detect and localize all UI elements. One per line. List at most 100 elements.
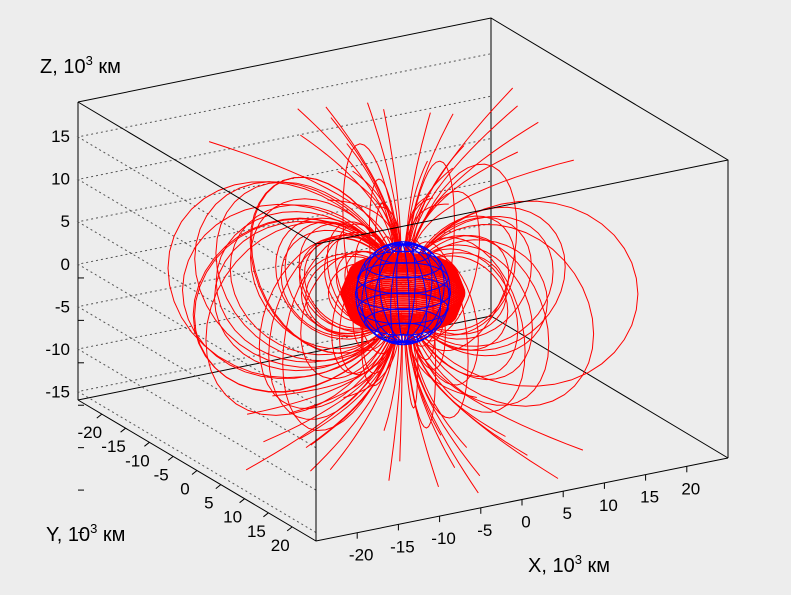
field-line: [412, 327, 584, 451]
field-line: [409, 244, 533, 381]
field-line: [410, 328, 559, 479]
field-line: [411, 151, 519, 261]
field-line: [249, 198, 397, 350]
radiation-belt-ring: [344, 283, 462, 325]
z-tick-label: 15: [51, 127, 70, 146]
y-tick-label: 10: [223, 508, 242, 527]
y-tick-labels: 20 15 10 50 -5-10-15-20: [78, 423, 290, 555]
field-line: [388, 330, 403, 481]
z-gridlines: [76, 53, 491, 533]
x-tick-label: -10: [431, 529, 456, 548]
field-line: [408, 87, 514, 257]
y-tick: [120, 427, 126, 433]
field-line: [383, 109, 402, 257]
sphere-meridian: [364, 242, 442, 344]
y-tick: [239, 498, 245, 504]
field-line: [310, 329, 396, 472]
radiation-belt-ring: [341, 267, 465, 311]
field-line: [329, 329, 397, 471]
x-tick-label: 5: [562, 504, 571, 523]
field-line: [194, 181, 396, 368]
field-line: [407, 167, 454, 263]
field-line: [409, 325, 442, 436]
field-line: [275, 217, 397, 340]
sphere-meridian: [396, 241, 410, 346]
y-tick: [144, 441, 150, 447]
field-line: [409, 223, 595, 407]
z-tick-label: 0: [61, 255, 70, 274]
radiation-belt-ring: [341, 273, 465, 318]
field-line: [192, 217, 396, 393]
field-line: [411, 159, 574, 261]
y-tick-label: 5: [204, 494, 213, 513]
y-tick-label: 15: [247, 522, 266, 541]
y-tick-label: 20: [271, 536, 290, 555]
field-line: [408, 329, 456, 469]
z-tick-label: 10: [51, 170, 70, 189]
x-tick-label: 15: [640, 488, 659, 507]
x-tick-label: 10: [599, 496, 618, 515]
z-tick-label: -10: [45, 340, 70, 359]
z-tick-labels: 15 10 5 0 -5 -10 -15: [45, 127, 70, 401]
field-line: [407, 237, 526, 413]
y-tick: [263, 512, 269, 518]
field-line: [299, 326, 395, 440]
sphere-meridian: [373, 242, 433, 345]
field-line: [399, 330, 403, 462]
field-line: [229, 204, 396, 356]
field-line: [263, 326, 394, 443]
field-line: [181, 203, 395, 379]
z-tick-label: 5: [61, 212, 70, 231]
radiation-belt-ring: [341, 268, 465, 313]
x-tick-labels: -20 -15 -10 -5 0 5 10 15 20: [349, 479, 700, 564]
z-gridline: [76, 223, 491, 449]
sphere-wireframe: [354, 241, 452, 346]
y-axis-title: Y, 103 км: [46, 521, 125, 546]
y-tick: [286, 526, 293, 532]
field-line: [411, 200, 639, 387]
sphere-meridian: [355, 243, 451, 343]
y-tick-label: -20: [78, 423, 103, 442]
field-line: [407, 329, 479, 494]
y-tick: [191, 470, 198, 475]
sphere-meridian: [361, 243, 445, 344]
z-axis-title: Z, 103 км: [40, 53, 121, 78]
box-front-edges: [77, 101, 729, 542]
z-gridline: [76, 180, 491, 406]
y-tick-label: -5: [154, 465, 169, 484]
x-tick-label: -20: [349, 546, 374, 565]
x-axis-title: X, 103 км: [528, 552, 610, 577]
field-line: [409, 105, 518, 258]
field-line: [367, 102, 401, 257]
field-line: [405, 112, 431, 257]
radiation-belt-ring: [342, 277, 464, 321]
y-tick-label: -15: [101, 437, 126, 456]
field-line: [205, 221, 397, 416]
x-tick-label: -15: [390, 537, 415, 556]
box-back-edges: [77, 17, 729, 459]
axis-ticks: [78, 277, 688, 539]
radiation-belt-ring: [340, 270, 466, 315]
radiation-belt-ring: [345, 285, 461, 327]
field-line: [310, 327, 394, 446]
field-line: [410, 206, 566, 351]
field-line: [300, 134, 395, 259]
x-tick-label: 0: [521, 513, 530, 532]
y-tick: [167, 456, 174, 461]
field-line: [408, 234, 550, 406]
z-tick-label: -15: [45, 382, 70, 401]
radiation-belt-ring: [345, 287, 461, 328]
field-line: [405, 330, 439, 488]
y-tick-label: 0: [180, 480, 189, 499]
x-tick-label: 20: [681, 479, 700, 498]
field-line: [213, 221, 395, 372]
field-line: [407, 113, 454, 257]
z-gridline: [76, 53, 491, 279]
z-gridline: [76, 138, 491, 364]
field-lines: [167, 87, 639, 494]
y-tick-label: -10: [125, 451, 150, 470]
field-line: [258, 234, 398, 410]
sphere-meridian: [378, 241, 428, 345]
radiation-belt-ring: [342, 265, 464, 309]
